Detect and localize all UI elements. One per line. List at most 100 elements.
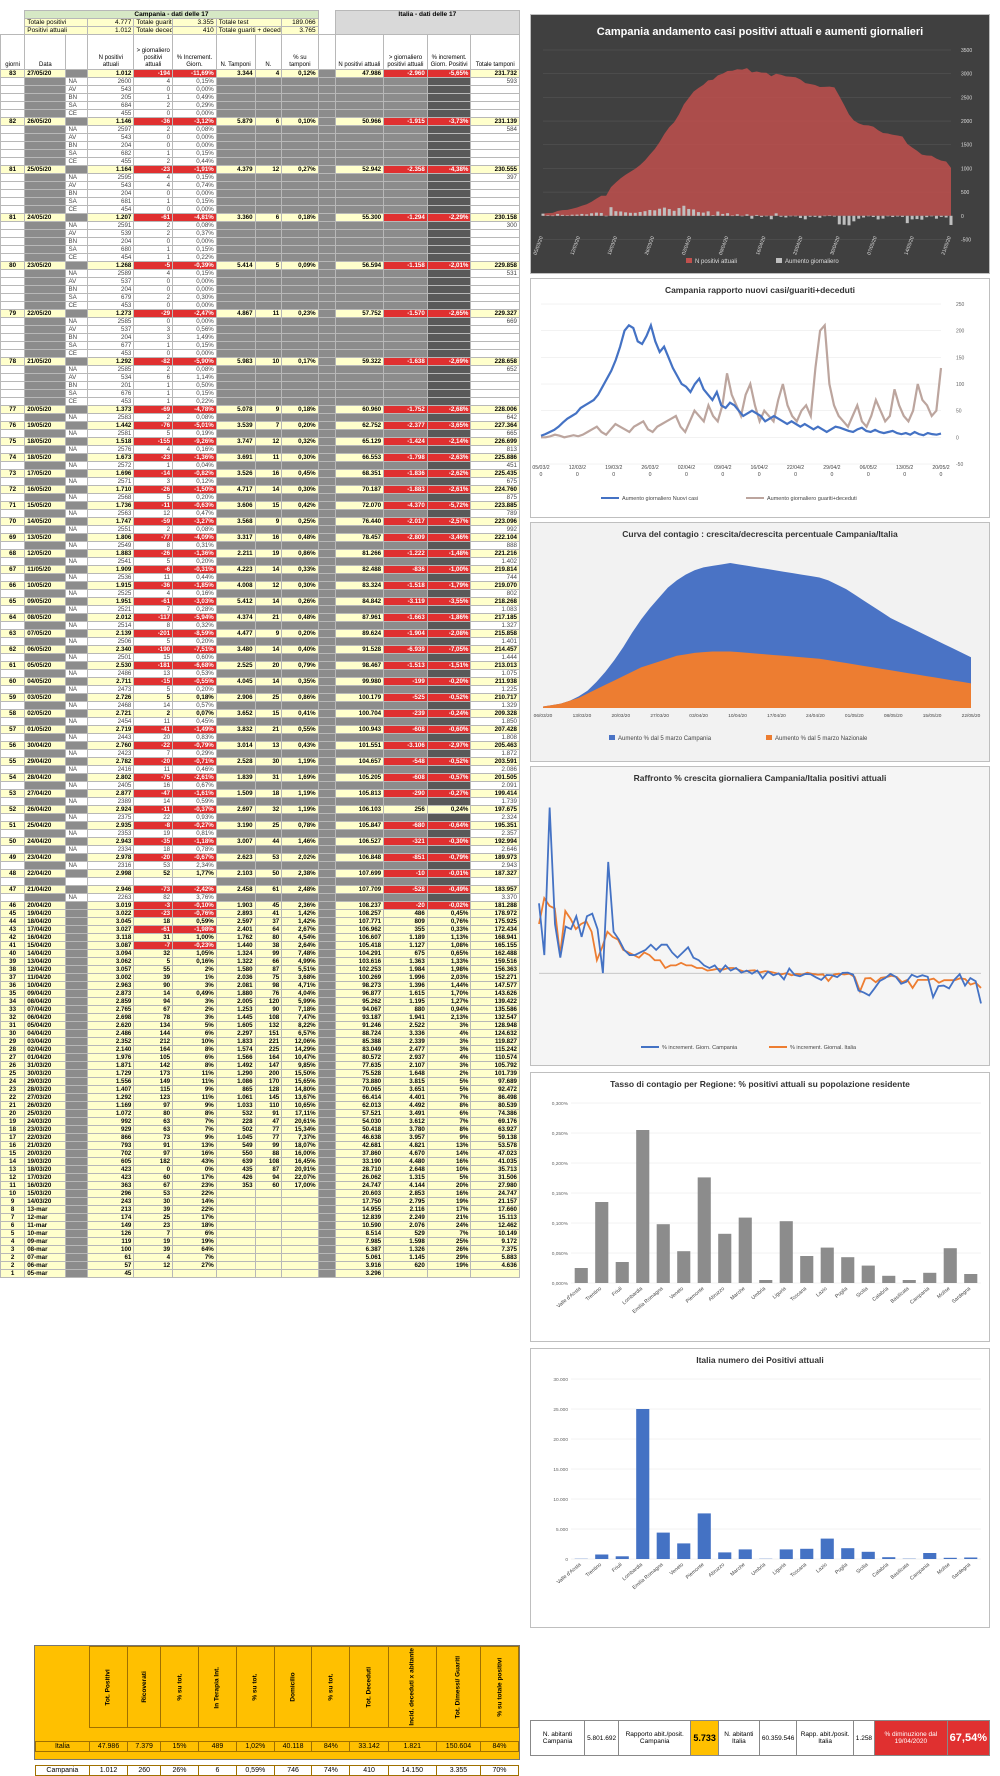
province-total-cell: 2581 — [88, 430, 134, 438]
incremento-cell: 94 — [134, 998, 173, 1006]
province-cell: NA — [66, 478, 88, 486]
date-cell: 26/03/20 — [25, 1102, 66, 1110]
gap-cell — [318, 366, 335, 374]
percent-cell: -4,78% — [173, 406, 217, 414]
percent-cell: 1,05% — [173, 950, 217, 958]
pct-tamponi-cell: 4,54% — [282, 934, 318, 942]
province-cell: SA — [66, 294, 88, 302]
giorno-cell: 81 — [1, 214, 25, 222]
pct-tamponi-cell: 1,19% — [282, 758, 318, 766]
column-header: N. Tamponi — [216, 35, 255, 70]
tamponi-cell: 2.597 — [216, 918, 255, 926]
n-cell: 147 — [255, 1062, 282, 1070]
blank-cell — [335, 334, 383, 342]
province-cell: NA — [66, 734, 88, 742]
blank-cell — [335, 894, 383, 902]
blank-cell — [255, 638, 282, 646]
blank-cell — [335, 302, 383, 310]
blank-cell — [384, 270, 428, 278]
italia-incremento-cell: -1.638 — [384, 358, 428, 366]
italia-incremento-cell: 1.615 — [384, 990, 428, 998]
pct-tamponi-cell: 7,47% — [282, 1014, 318, 1022]
italia-positivi-cell: 87.961 — [335, 614, 383, 622]
province-inc-cell: 0 — [134, 286, 173, 294]
n-cell: 13 — [255, 742, 282, 750]
date-cell: 08-mar — [25, 1246, 66, 1254]
bar-aumento — [551, 216, 554, 217]
date-cell: 07/04/20 — [25, 1006, 66, 1014]
blank-cell — [335, 78, 383, 86]
percent-cell: 17% — [173, 1214, 217, 1222]
pct-tamponi-cell: 13,67% — [282, 1094, 318, 1102]
blank-cell — [335, 670, 383, 678]
blank-cell — [427, 814, 471, 822]
blank-cell — [384, 142, 428, 150]
column-header: Totale tamponi — [471, 35, 520, 70]
gap-cell — [318, 718, 335, 726]
province-inc-cell: 3 — [134, 334, 173, 342]
positivi-cell: 2.782 — [88, 758, 134, 766]
blank-cell — [255, 246, 282, 254]
giorno-cell: 34 — [1, 998, 25, 1006]
giorno-cell: 63 — [1, 630, 25, 638]
bar — [780, 1549, 793, 1559]
blank-cell — [427, 198, 471, 206]
percent-cell: -0,82% — [173, 470, 217, 478]
positivi-cell: 1.518 — [88, 438, 134, 446]
italia-incremento-cell: 2.648 — [384, 1166, 428, 1174]
bar-aumento — [712, 215, 715, 216]
province-total-cell: 204 — [88, 286, 134, 294]
percent-cell: 3% — [173, 1014, 217, 1022]
positivi-cell: 423 — [88, 1174, 134, 1182]
blank-cell — [318, 1158, 335, 1166]
positivi-cell: 45 — [88, 1270, 134, 1278]
giorno-cell: 69 — [1, 534, 25, 542]
province-inc-cell: 2 — [134, 230, 173, 238]
italia-positivi-cell: 3.296 — [335, 1270, 383, 1278]
blank-cell — [25, 446, 66, 454]
blank-cell — [255, 350, 282, 358]
bar-aumento — [823, 216, 826, 217]
blank-cell — [384, 102, 428, 110]
gap-cell — [318, 70, 335, 78]
percent-cell: -1,85% — [173, 582, 217, 590]
italia-percent-cell: 3% — [427, 1022, 471, 1030]
date-cell: 21/03/20 — [25, 1142, 66, 1150]
blank-cell — [427, 878, 471, 886]
giorno-cell: 50 — [1, 838, 25, 846]
summary-header: Tot. Deceduti — [350, 1647, 388, 1728]
date-cell: 11/04/20 — [25, 974, 66, 982]
italia-incremento-cell: 4.492 — [384, 1102, 428, 1110]
province-pct-cell: 0,00% — [173, 110, 217, 118]
pct-tamponi-cell: 15,65% — [282, 1078, 318, 1086]
province-cell: NA — [66, 222, 88, 230]
blank-cell — [384, 366, 428, 374]
blank-cell — [1, 190, 25, 198]
italia-percent-cell: -0,02% — [427, 902, 471, 910]
positivi-cell: 363 — [88, 1182, 134, 1190]
positivi-cell: 2.802 — [88, 774, 134, 782]
bar-aumento — [697, 212, 700, 216]
blank-cell — [66, 934, 88, 942]
tamponi-cell: 1.061 — [216, 1094, 255, 1102]
totale-guariti-value: 3.355 — [173, 19, 217, 27]
date-cell: 15/05/20 — [25, 502, 66, 510]
blank-cell — [216, 102, 255, 110]
italia-tamponi-cell: 217.185 — [471, 614, 520, 622]
italia-sub-cell — [471, 206, 520, 214]
italia-incremento-cell: 2.339 — [384, 1038, 428, 1046]
percent-cell: -11,69% — [173, 70, 217, 78]
province-cell: NA — [66, 78, 88, 86]
blank-cell — [216, 182, 255, 190]
province-pct-cell: 0,93% — [173, 814, 217, 822]
